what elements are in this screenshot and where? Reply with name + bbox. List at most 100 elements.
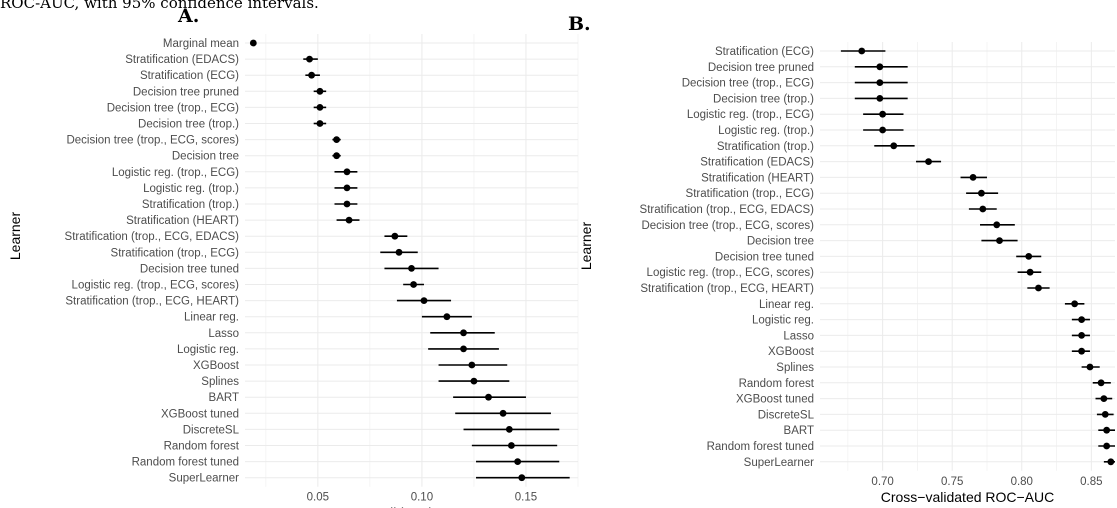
estimate-point: [1101, 411, 1109, 418]
category-label: Decision tree (trop., ECG, scores): [66, 135, 239, 147]
category-label: Marginal mean: [163, 38, 239, 50]
estimate-point: [876, 95, 884, 102]
estimate-point: [1107, 458, 1115, 466]
estimate-point: [460, 345, 467, 353]
category-label: Logistic reg.: [177, 344, 239, 356]
estimate-point: [333, 136, 340, 144]
estimate-point: [316, 120, 324, 127]
estimate-point: [1103, 426, 1111, 434]
category-label: Splines: [776, 362, 814, 374]
panel-label: B.: [568, 13, 591, 35]
estimate-point: [343, 168, 351, 176]
estimate-point: [1097, 379, 1105, 387]
estimate-point: [993, 221, 1001, 229]
estimate-point: [395, 248, 403, 256]
estimate-point: [345, 216, 353, 224]
estimate-point: [316, 104, 324, 111]
y-axis-title: Learner: [578, 222, 594, 271]
category-label: Decision tree (trop.): [713, 93, 814, 105]
category-label: Stratification (trop., ECG, EDACS): [640, 204, 815, 216]
estimate-point: [1100, 395, 1108, 402]
estimate-point: [876, 63, 884, 71]
category-label: Stratification (trop., ECG): [686, 188, 815, 200]
category-label: Decision tree tuned: [715, 251, 814, 263]
category-label: Random forest tuned: [132, 457, 239, 469]
category-label: Logistic reg.: [752, 315, 814, 327]
x-axis-title: Cross−validated ROC−AUC: [881, 489, 1055, 505]
category-label: SuperLearner: [169, 473, 239, 485]
estimate-point: [858, 47, 866, 55]
category-label: Random forest: [164, 441, 240, 453]
category-label: Decision tree (trop.): [138, 119, 239, 131]
x-tick-label: 0.15: [515, 492, 537, 504]
category-label: Stratification (trop.): [142, 199, 239, 211]
estimate-point: [1071, 300, 1079, 308]
panel-label: A.: [177, 5, 199, 27]
y-axis-title: Learner: [7, 212, 23, 261]
category-label: Stratification (trop., ECG, HEART): [640, 283, 814, 295]
category-label: Stratification (ECG): [715, 46, 814, 58]
x-tick-label: 0.75: [941, 476, 963, 488]
estimate-point: [485, 393, 492, 401]
estimate-point: [1086, 363, 1094, 371]
estimate-point: [925, 158, 932, 166]
category-label: Linear reg.: [184, 312, 239, 324]
estimate-point: [996, 237, 1003, 245]
category-label: Stratification (EDACS): [700, 157, 814, 169]
category-label: Logistic reg. (trop., ECG): [112, 167, 239, 179]
category-label: Stratification (HEART): [701, 172, 814, 184]
category-label: BART: [784, 425, 814, 437]
x-tick-label: 0.05: [307, 492, 329, 504]
x-tick-label: 0.80: [1011, 476, 1033, 488]
category-label: Stratification (EDACS): [125, 54, 239, 66]
x-axis-title: Cross−validated PR−AUC: [331, 505, 493, 508]
estimate-point: [443, 313, 451, 321]
estimate-point: [969, 174, 977, 181]
estimate-point: [1035, 284, 1042, 292]
category-label: Decision tree pruned: [133, 86, 239, 98]
figure-caption: ROC-AUC, with 95% confidence intervals.: [0, 0, 319, 12]
estimate-point: [308, 71, 315, 79]
estimate-point: [508, 442, 515, 449]
estimate-point: [316, 87, 324, 95]
estimate-point: [879, 110, 887, 118]
estimate-point: [1078, 316, 1086, 323]
estimate-point: [343, 184, 351, 192]
category-label: XGBoost tuned: [736, 394, 814, 406]
x-tick-label: 0.85: [1080, 476, 1102, 488]
category-label: SuperLearner: [744, 457, 814, 469]
estimate-point: [978, 189, 985, 197]
category-label: BART: [209, 392, 239, 404]
category-label: Stratification (ECG): [140, 70, 239, 82]
estimate-point: [420, 297, 428, 304]
estimate-point: [879, 126, 887, 134]
category-label: Decision tree pruned: [708, 62, 814, 74]
category-label: DiscreteSL: [183, 424, 240, 436]
category-label: Decision tree (trop., ECG): [682, 78, 814, 90]
category-label: Stratification (trop., ECG, EDACS): [65, 231, 240, 243]
category-label: Decision tree: [172, 151, 239, 163]
category-label: Logistic reg. (trop., ECG): [687, 109, 814, 121]
estimate-point: [408, 265, 415, 272]
x-tick-label: 0.10: [411, 492, 433, 504]
category-label: Stratification (trop.): [717, 141, 814, 153]
category-label: XGBoost tuned: [161, 408, 239, 420]
estimate-point: [1078, 332, 1086, 339]
estimate-point: [333, 152, 340, 160]
estimate-point: [460, 329, 467, 337]
category-label: Logistic reg. (trop., ECG, scores): [647, 267, 815, 279]
estimate-point: [1026, 268, 1034, 276]
category-label: Stratification (trop., ECG): [111, 247, 240, 259]
x-tick-label: 0.70: [871, 476, 893, 488]
category-label: Logistic reg. (trop.): [143, 183, 239, 195]
estimate-point: [890, 142, 898, 150]
estimate-point: [505, 426, 513, 433]
estimate-point: [876, 79, 884, 86]
estimate-point: [343, 200, 351, 208]
category-label: XGBoost: [768, 346, 815, 358]
category-label: Lasso: [783, 330, 814, 342]
category-label: Decision tree: [747, 236, 814, 248]
estimate-point: [410, 281, 417, 288]
estimate-point: [1078, 347, 1086, 355]
